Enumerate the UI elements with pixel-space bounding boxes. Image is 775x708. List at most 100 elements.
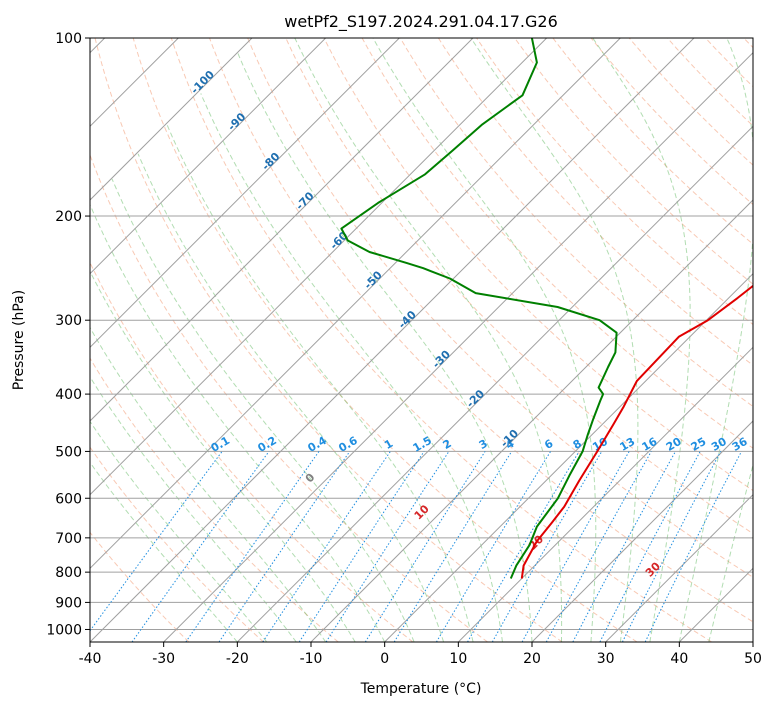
isotherm-label: -40 bbox=[396, 308, 419, 331]
y-tick-label: 400 bbox=[55, 387, 82, 403]
plot-frame bbox=[89, 37, 754, 643]
y-tick-label: 700 bbox=[55, 531, 82, 547]
dry-adiabat bbox=[399, 38, 753, 408]
chart-title: wetPf2_S197.2024.291.04.17.G26 bbox=[284, 12, 558, 32]
isotherm-label: -50 bbox=[362, 268, 385, 291]
x-tick-label: 10 bbox=[449, 651, 467, 667]
moist-adiabat bbox=[90, 270, 356, 642]
mixing-ratio-line bbox=[644, 451, 742, 642]
x-axis-title: Temperature (°C) bbox=[360, 681, 482, 697]
x-axis-ticks: -40 -30 -20 -10 0 10 20 30 40 50 bbox=[79, 642, 762, 667]
x-tick-label: -20 bbox=[226, 651, 249, 667]
dry-adiabat bbox=[437, 38, 753, 366]
profile-series bbox=[340, 38, 753, 579]
mixing-ratio-label: 2 bbox=[441, 437, 454, 452]
moist-adiabat bbox=[294, 38, 563, 642]
y-tick-label: 600 bbox=[55, 491, 82, 507]
mixing-ratio-line bbox=[131, 451, 270, 642]
isotherm-line bbox=[678, 567, 753, 642]
mixing-ratio-line bbox=[364, 451, 486, 642]
x-tick-label: -30 bbox=[152, 651, 175, 667]
moist-adiabat bbox=[111, 178, 415, 642]
moist-adiabat bbox=[372, 38, 597, 642]
x-tick-label: 40 bbox=[670, 651, 688, 667]
mixing-ratio-line bbox=[393, 451, 513, 642]
isotherm-line bbox=[457, 346, 753, 642]
dry-adiabat bbox=[743, 38, 753, 49]
isotherm-line bbox=[384, 272, 753, 642]
dry-adiabat bbox=[590, 38, 753, 206]
y-tick-label: 200 bbox=[55, 209, 82, 225]
mixing-ratio-line bbox=[572, 451, 676, 642]
mixing-ratio-line bbox=[491, 451, 603, 642]
isotherm-label: -90 bbox=[225, 110, 248, 133]
moist-adiabat bbox=[137, 153, 445, 642]
moist-adiabat bbox=[90, 420, 268, 642]
background-line-labels: 0.1 0.2 0.4 0.6 1 1.5 2 3 4 6 8 10 13 16 20 25 30 36-100-… bbox=[188, 68, 775, 604]
dry-adiabat bbox=[90, 153, 488, 642]
y-axis-title: Pressure (hPa) bbox=[11, 290, 27, 390]
y-axis-ticks: 1000 900 800 700 600 500 400 300 200 100 bbox=[46, 31, 90, 638]
mixing-ratio-line bbox=[545, 451, 652, 642]
dry-adiabat-label: 10 bbox=[412, 502, 432, 522]
dewpoint-profile-line bbox=[340, 38, 618, 579]
y-tick-label: 300 bbox=[55, 313, 82, 329]
y-tick-label: 900 bbox=[55, 595, 82, 611]
moist-adiabat bbox=[90, 461, 238, 642]
moist-adiabat bbox=[708, 463, 753, 642]
y-tick-label: 800 bbox=[55, 565, 82, 581]
dry-adiabat bbox=[247, 38, 753, 578]
dry-adiabat-label: 40 bbox=[762, 584, 775, 604]
isobar-gridlines bbox=[90, 38, 753, 630]
mixing-ratio-line bbox=[467, 451, 580, 642]
dry-adiabat-label: 0 bbox=[303, 471, 318, 486]
isotherm-line bbox=[752, 641, 753, 642]
dry-adiabats bbox=[90, 38, 753, 642]
dry-adiabat bbox=[323, 38, 753, 492]
isotherm-gridlines bbox=[90, 38, 753, 642]
dry-adiabat bbox=[94, 38, 563, 642]
isotherm-label: -10 bbox=[498, 427, 521, 450]
dry-adiabat bbox=[90, 446, 264, 642]
isotherm-line bbox=[90, 38, 327, 275]
isotherm-label: -30 bbox=[430, 347, 453, 370]
moist-adiabat bbox=[678, 38, 753, 642]
moist-adiabats bbox=[90, 38, 753, 642]
mixing-ratio-label: 6 bbox=[542, 437, 555, 452]
isotherm-line bbox=[605, 493, 753, 642]
dry-adiabat bbox=[90, 531, 190, 642]
temperature-profile-line bbox=[520, 284, 753, 579]
mixing-ratio-line bbox=[599, 451, 701, 642]
isotherm-line bbox=[90, 38, 695, 642]
dry-adiabat bbox=[476, 38, 753, 326]
y-tick-label: 100 bbox=[55, 31, 82, 47]
dry-adiabat bbox=[170, 38, 712, 642]
dry-adiabat bbox=[361, 38, 753, 449]
dry-adiabat-label: 30 bbox=[643, 559, 663, 579]
y-tick-label: 500 bbox=[55, 444, 82, 460]
x-tick-label: 20 bbox=[523, 651, 541, 667]
isotherm-line bbox=[531, 420, 753, 642]
moist-adiabat bbox=[90, 326, 327, 642]
isotherm-line bbox=[90, 38, 253, 201]
moist-adiabat bbox=[237, 52, 533, 642]
dry-adiabat bbox=[90, 357, 339, 642]
moist-adiabat bbox=[90, 203, 386, 642]
isotherm-line bbox=[90, 38, 548, 496]
moist-adiabat bbox=[592, 38, 691, 642]
mixing-ratio-line bbox=[218, 451, 351, 642]
mixing-ratio-lines bbox=[90, 451, 742, 642]
x-tick-label: -10 bbox=[300, 651, 323, 667]
mixing-ratio-line bbox=[262, 451, 391, 642]
mixing-ratio-line bbox=[521, 451, 630, 642]
isotherm-line bbox=[90, 38, 474, 422]
isotherm-label: -100 bbox=[188, 68, 217, 97]
mixing-ratio-line bbox=[325, 451, 450, 642]
isotherm-label: -20 bbox=[464, 387, 487, 410]
x-tick-label: 0 bbox=[380, 651, 389, 667]
plot-area: 0.1 0.2 0.4 0.6 1 1.5 2 3 4 6 8 10 13 16 20 25 30 36-100-… bbox=[90, 38, 775, 642]
dry-adiabat bbox=[285, 38, 753, 535]
moist-adiabat bbox=[200, 93, 503, 642]
mixing-ratio-label: 1 bbox=[382, 437, 395, 452]
